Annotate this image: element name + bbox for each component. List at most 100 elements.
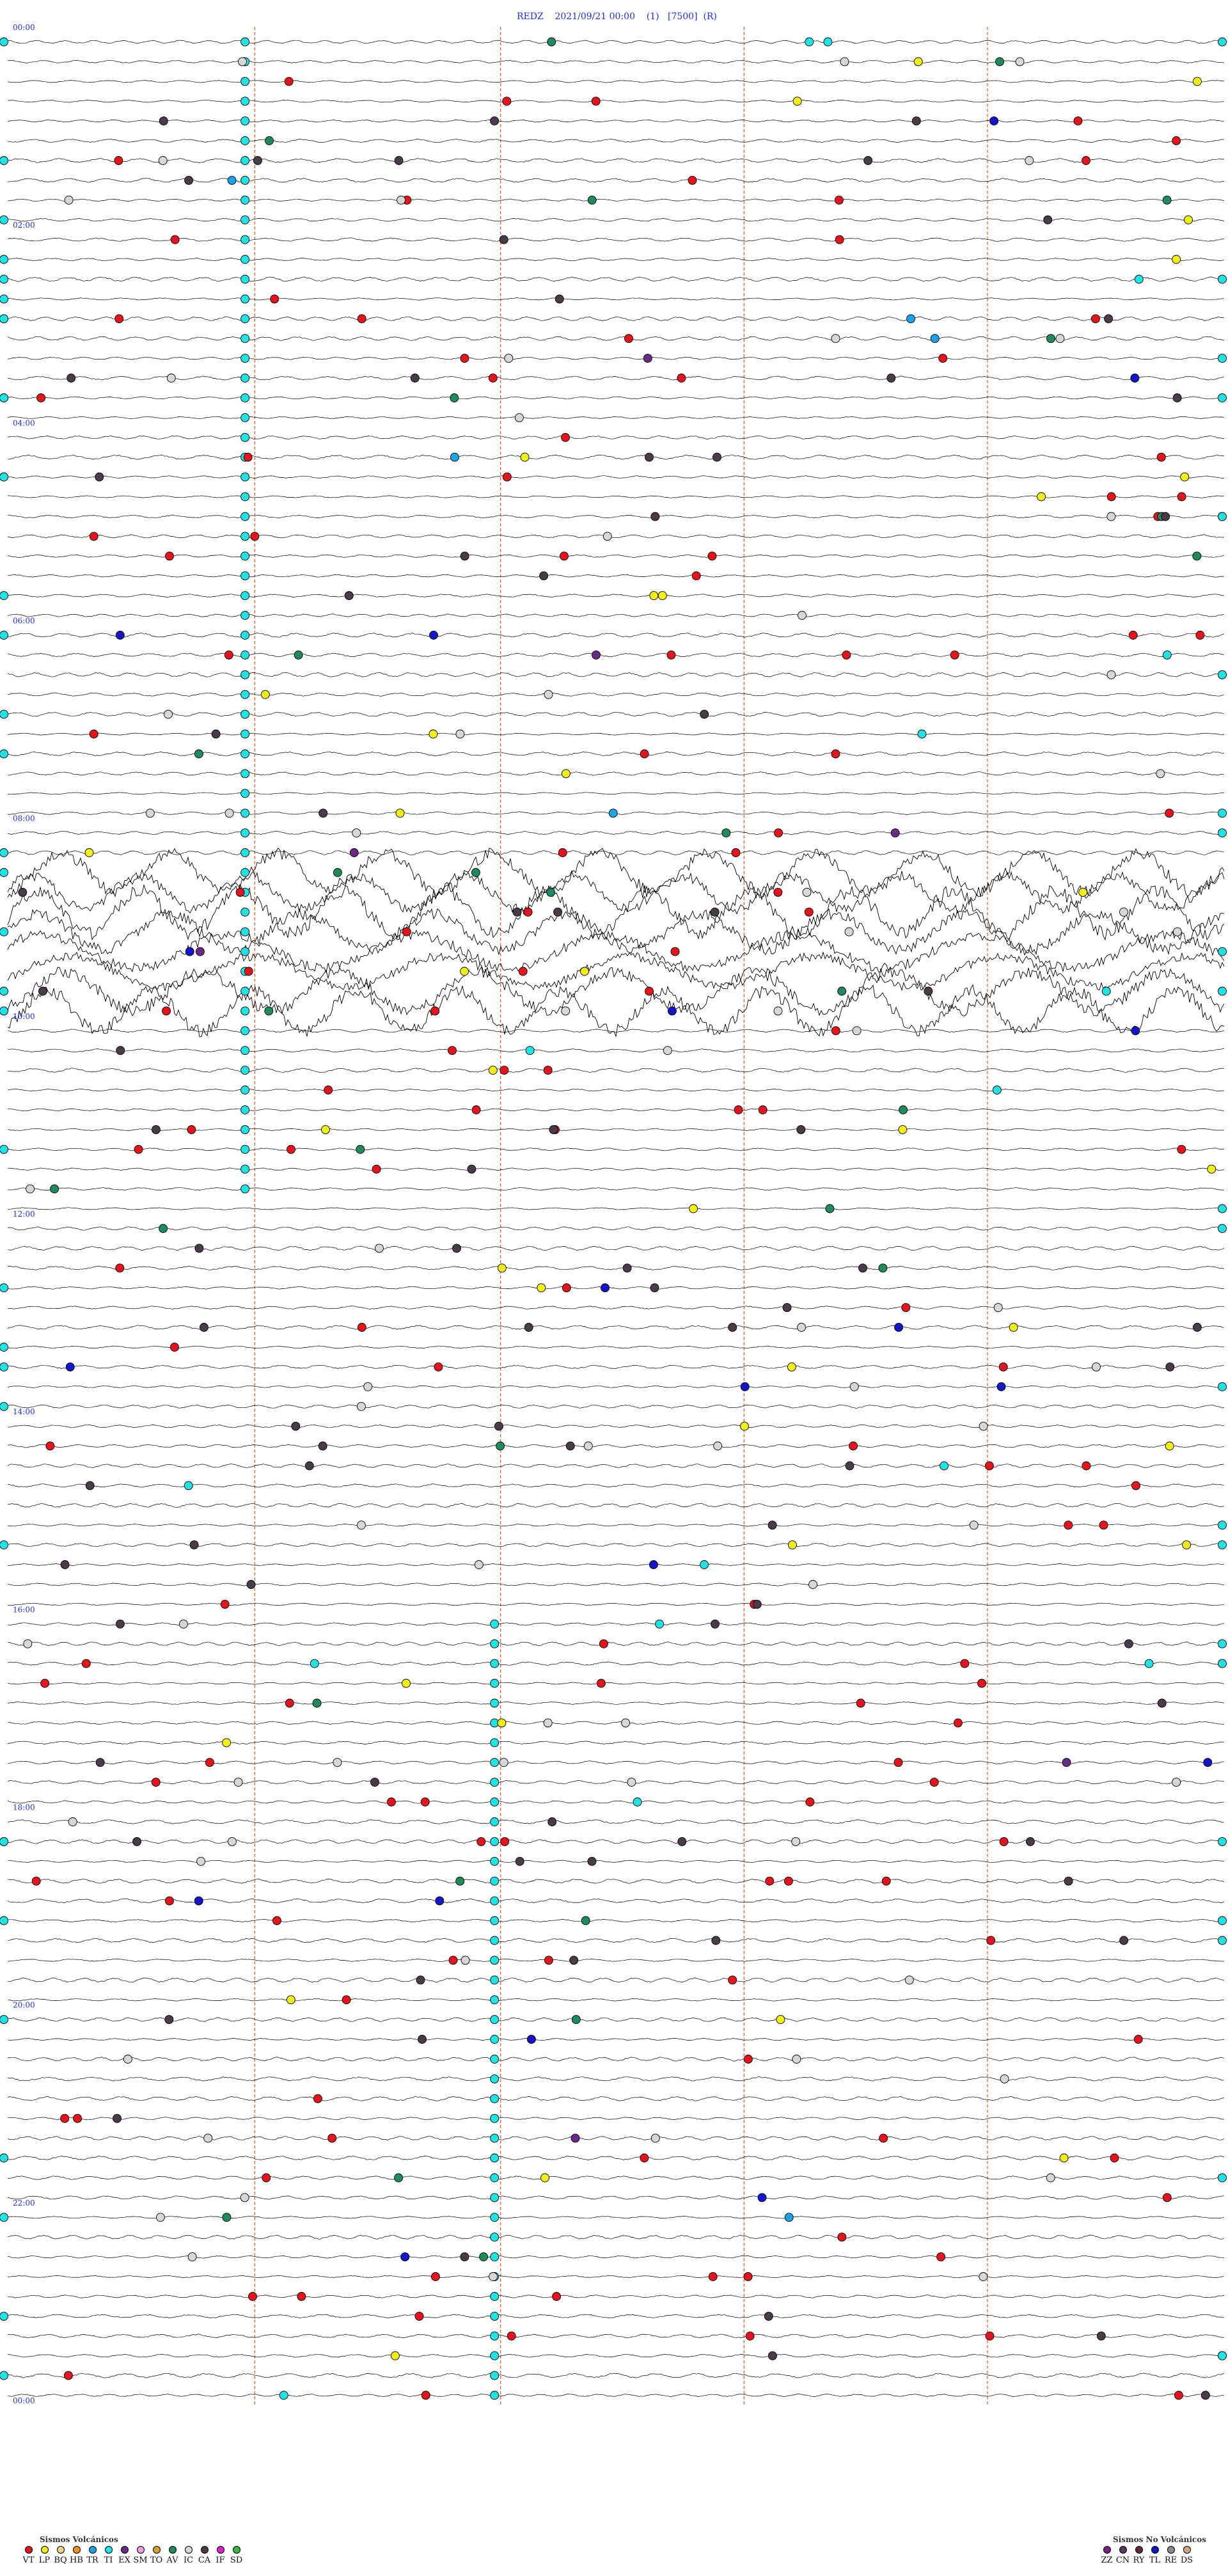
event-marker-ti [240, 532, 250, 541]
event-marker-ti [240, 1026, 250, 1036]
seismic-trace [7, 217, 1225, 222]
event-marker-ti [240, 1066, 250, 1075]
seismic-trace [7, 1068, 1225, 1073]
event-marker-ic [627, 1778, 636, 1787]
event-marker-av [496, 1441, 505, 1451]
legend-entry-if: IF [212, 2546, 228, 2565]
event-markers [0, 37, 1227, 2400]
seismic-trace [7, 495, 1225, 498]
event-marker-ti [0, 314, 8, 324]
event-marker-ti [0, 868, 8, 877]
event-marker-ti [0, 2213, 8, 2222]
event-marker-vt [765, 1876, 775, 1886]
event-marker-vt [561, 432, 570, 442]
event-marker-vt [677, 374, 686, 383]
event-marker-av [394, 2173, 404, 2183]
event-marker-ca [1161, 512, 1170, 521]
event-marker-ca [565, 1441, 575, 1451]
event-marker-ti [0, 2015, 8, 2025]
event-marker-ca [1165, 1362, 1175, 1371]
event-marker-ca [650, 512, 660, 521]
event-marker-vt [414, 2311, 424, 2321]
event-marker-vt [507, 2331, 516, 2341]
legend-swatch [88, 2546, 97, 2554]
event-marker-ti [490, 1619, 500, 1629]
event-marker-ca [38, 986, 47, 996]
event-marker-av [721, 828, 731, 838]
event-marker-lp [222, 1738, 232, 1748]
legend-code: VT [22, 2556, 35, 2565]
event-marker-vt [745, 2331, 755, 2341]
event-marker-ti [1218, 354, 1227, 363]
event-marker-ca [418, 2035, 427, 2044]
event-marker-ca [291, 1421, 301, 1431]
event-marker-vt [500, 1066, 509, 1075]
event-marker-ca [711, 1619, 720, 1629]
seismic-trace [7, 870, 1225, 915]
event-marker-ti [240, 413, 250, 422]
event-marker-ti [240, 729, 250, 739]
time-label: 20:00 [13, 2001, 35, 2010]
event-marker-ca [394, 156, 404, 165]
legend-entry-to: TO [148, 2546, 164, 2565]
event-marker-ca [246, 1580, 256, 1589]
seismic-trace [7, 908, 1225, 956]
event-marker-vt [164, 1896, 174, 1906]
event-marker-vt [1165, 809, 1174, 818]
event-marker-ic [233, 1778, 243, 1787]
legend-code: LP [38, 2556, 51, 2565]
event-marker-ca [370, 1778, 379, 1787]
event-marker-ca [587, 1856, 597, 1866]
event-marker-lp [520, 452, 530, 462]
event-marker-ca [1119, 1936, 1129, 1945]
event-marker-ti [240, 235, 250, 244]
event-marker-ti [1144, 1659, 1154, 1668]
event-marker-ic [363, 1382, 373, 1391]
event-marker-ti [490, 2193, 500, 2202]
event-marker-av [450, 393, 459, 402]
event-marker-vt [985, 2331, 995, 2341]
event-marker-ti [0, 294, 8, 304]
event-marker-vt [708, 2272, 718, 2281]
legend-swatch [104, 2546, 113, 2554]
event-marker-ic [227, 1837, 237, 1846]
seismic-trace [7, 672, 1225, 677]
event-marker-ti [1134, 274, 1144, 284]
event-marker-av [837, 986, 847, 996]
event-marker-ti [490, 2252, 500, 2262]
event-marker-ti [240, 1125, 250, 1134]
event-marker-ic [650, 2133, 660, 2143]
event-marker-av [581, 1916, 590, 1925]
event-marker-vt [707, 551, 717, 561]
event-marker-vt [162, 1006, 171, 1016]
seismic-trace [7, 2038, 1225, 2041]
event-marker-av [471, 868, 480, 877]
event-marker-ti [240, 136, 250, 145]
event-marker-ti [240, 116, 250, 126]
event-marker-ic [460, 1956, 470, 1965]
event-marker-vt [558, 848, 567, 857]
seismic-trace [7, 198, 1225, 201]
event-marker-ic [155, 2213, 165, 2222]
seismic-trace [7, 1385, 1225, 1388]
legend-swatch [1167, 2546, 1175, 2554]
event-marker-vt [856, 1698, 865, 1708]
event-marker-ic [979, 2272, 988, 2281]
event-marker-tl [115, 631, 125, 640]
legend-entry-sm: SM [132, 2546, 148, 2565]
event-marker-ca [752, 1599, 762, 1609]
event-marker-ic [1106, 512, 1116, 521]
seismic-trace [7, 1682, 1225, 1685]
legend-code: CA [198, 2556, 211, 2565]
event-marker-ti [240, 571, 250, 581]
event-marker-vt [114, 156, 123, 165]
time-label: 08:00 [13, 814, 35, 823]
event-marker-tl [601, 1283, 610, 1293]
event-marker-ti [700, 1560, 709, 1569]
legend-swatch [1119, 2546, 1127, 2554]
seismic-trace [7, 416, 1225, 419]
event-marker-ti [490, 2173, 500, 2183]
event-marker-ti [0, 274, 8, 284]
station-code: REDZ [516, 12, 544, 22]
event-marker-ti [1218, 274, 1227, 284]
